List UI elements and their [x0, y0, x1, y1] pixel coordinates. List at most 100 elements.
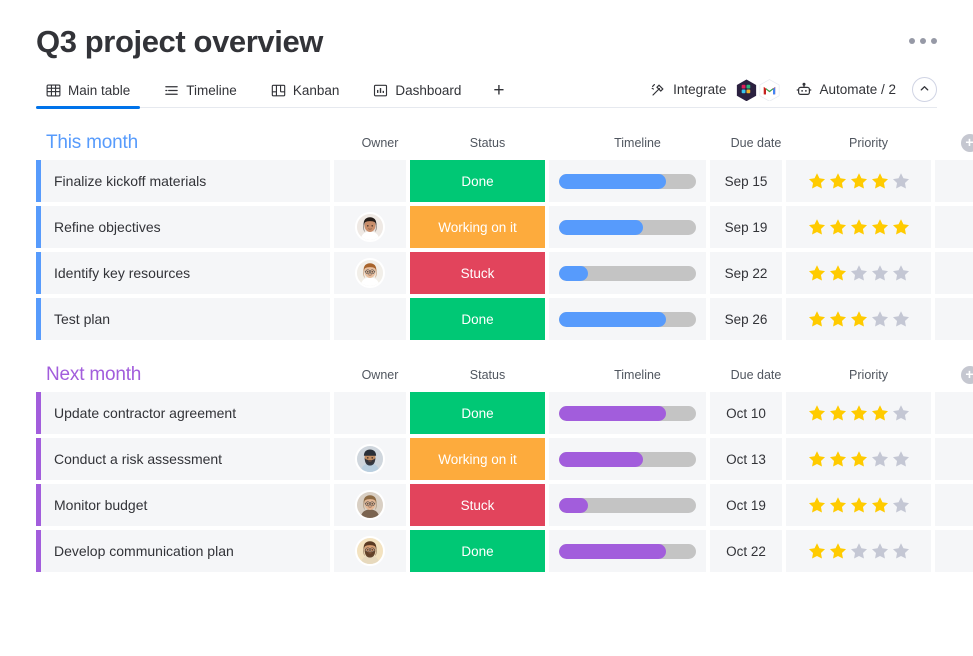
status-badge[interactable]: Done	[410, 392, 545, 434]
priority-cell[interactable]	[786, 160, 931, 202]
automate-button[interactable]: Automate / 2	[796, 82, 896, 98]
row-empty-cell[interactable]	[935, 160, 973, 202]
owner-cell[interactable]	[334, 392, 406, 434]
avatar[interactable]	[355, 490, 385, 520]
due-date-cell[interactable]: Oct 19	[710, 484, 782, 526]
table-row[interactable]: Monitor budget Stuck Oct 19	[36, 484, 973, 526]
task-name-cell[interactable]: Develop communication plan	[36, 530, 330, 572]
task-name-cell[interactable]: Monitor budget	[36, 484, 330, 526]
owner-cell[interactable]	[334, 438, 406, 480]
column-header-due-date[interactable]: Due date	[730, 368, 782, 382]
progress-track	[559, 497, 696, 513]
tab-dashboard[interactable]: Dashboard	[363, 74, 471, 108]
priority-cell[interactable]	[786, 298, 931, 340]
column-header-priority[interactable]: Priority	[849, 368, 888, 382]
task-name-cell[interactable]: Update contractor agreement	[36, 392, 330, 434]
status-badge[interactable]: Done	[410, 530, 545, 572]
tab-kanban[interactable]: Kanban	[261, 74, 350, 108]
table-row[interactable]: Conduct a risk assessment Working on it …	[36, 438, 973, 480]
column-header-priority[interactable]: Priority	[849, 136, 888, 150]
timeline-cell[interactable]	[549, 484, 706, 526]
priority-cell[interactable]	[786, 530, 931, 572]
task-name-cell[interactable]: Conduct a risk assessment	[36, 438, 330, 480]
avatar[interactable]	[355, 444, 385, 474]
avatar[interactable]	[355, 258, 385, 288]
due-date-cell[interactable]: Sep 19	[710, 206, 782, 248]
owner-cell[interactable]	[334, 252, 406, 294]
status-badge[interactable]: Done	[410, 160, 545, 202]
priority-cell[interactable]	[786, 252, 931, 294]
priority-cell[interactable]	[786, 438, 931, 480]
owner-cell[interactable]	[334, 206, 406, 248]
timeline-cell[interactable]	[549, 160, 706, 202]
table-row[interactable]: Test plan Done Sep 26	[36, 298, 973, 340]
tab-main-table[interactable]: Main table	[36, 74, 141, 109]
add-column-button[interactable]: +	[960, 366, 973, 384]
row-empty-cell[interactable]	[935, 530, 973, 572]
collapse-toolbar-button[interactable]	[912, 77, 937, 102]
owner-cell[interactable]	[334, 298, 406, 340]
timeline-cell[interactable]	[549, 438, 706, 480]
group-title[interactable]: This month	[46, 132, 138, 153]
row-empty-cell[interactable]	[935, 438, 973, 480]
progress-fill	[559, 265, 588, 281]
priority-stars	[808, 264, 910, 282]
row-empty-cell[interactable]	[935, 252, 973, 294]
status-badge[interactable]: Working on it	[410, 206, 545, 248]
column-header-status[interactable]: Status	[469, 136, 506, 150]
star-icon	[871, 265, 888, 281]
due-date-cell[interactable]: Oct 13	[710, 438, 782, 480]
integrate-button[interactable]: Integrate	[650, 78, 780, 102]
column-header-timeline[interactable]: Timeline	[614, 136, 661, 150]
due-date-cell[interactable]: Sep 26	[710, 298, 782, 340]
table-row[interactable]: Develop communication plan Done Oct 22	[36, 530, 973, 572]
avatar[interactable]	[355, 212, 385, 242]
timeline-cell[interactable]	[549, 392, 706, 434]
column-header-timeline[interactable]: Timeline	[614, 368, 661, 382]
column-header-owner[interactable]: Owner	[361, 368, 399, 382]
table-row[interactable]: Finalize kickoff materials Done Sep 15	[36, 160, 973, 202]
priority-cell[interactable]	[786, 206, 931, 248]
status-badge[interactable]: Stuck	[410, 484, 545, 526]
priority-cell[interactable]	[786, 484, 931, 526]
tab-timeline[interactable]: Timeline	[154, 74, 247, 108]
timeline-cell[interactable]	[549, 530, 706, 572]
row-empty-cell[interactable]	[935, 392, 973, 434]
priority-cell[interactable]	[786, 392, 931, 434]
status-badge[interactable]: Done	[410, 298, 545, 340]
add-view-button[interactable]: +	[493, 80, 505, 101]
due-date-cell[interactable]: Sep 22	[710, 252, 782, 294]
column-header-owner[interactable]: Owner	[361, 136, 399, 150]
table-row[interactable]: Identify key resources Stuck Sep 22	[36, 252, 973, 294]
column-header-due-date[interactable]: Due date	[730, 136, 782, 150]
status-badge[interactable]: Working on it	[410, 438, 545, 480]
board-toolbar: Integrate	[650, 77, 937, 104]
task-name-cell[interactable]: Identify key resources	[36, 252, 330, 294]
status-badge[interactable]: Stuck	[410, 252, 545, 294]
task-name-cell[interactable]: Test plan	[36, 298, 330, 340]
star-icon	[850, 265, 867, 281]
timeline-cell[interactable]	[549, 206, 706, 248]
star-icon	[829, 543, 846, 559]
task-name-cell[interactable]: Finalize kickoff materials	[36, 160, 330, 202]
owner-cell[interactable]	[334, 530, 406, 572]
due-date-cell[interactable]: Sep 15	[710, 160, 782, 202]
owner-cell[interactable]	[334, 160, 406, 202]
star-icon	[871, 543, 888, 559]
avatar[interactable]	[355, 536, 385, 566]
table-row[interactable]: Update contractor agreement Done Oct 10	[36, 392, 973, 434]
task-name-cell[interactable]: Refine objectives	[36, 206, 330, 248]
row-empty-cell[interactable]	[935, 484, 973, 526]
owner-cell[interactable]	[334, 484, 406, 526]
due-date-cell[interactable]: Oct 10	[710, 392, 782, 434]
add-column-button[interactable]: +	[960, 134, 973, 152]
more-horizontal-icon[interactable]	[909, 20, 937, 44]
group-title[interactable]: Next month	[46, 364, 142, 385]
due-date-cell[interactable]: Oct 22	[710, 530, 782, 572]
timeline-cell[interactable]	[549, 252, 706, 294]
row-empty-cell[interactable]	[935, 298, 973, 340]
table-row[interactable]: Refine objectives Working on it Sep 19	[36, 206, 973, 248]
column-header-status[interactable]: Status	[469, 368, 506, 382]
timeline-cell[interactable]	[549, 298, 706, 340]
row-empty-cell[interactable]	[935, 206, 973, 248]
